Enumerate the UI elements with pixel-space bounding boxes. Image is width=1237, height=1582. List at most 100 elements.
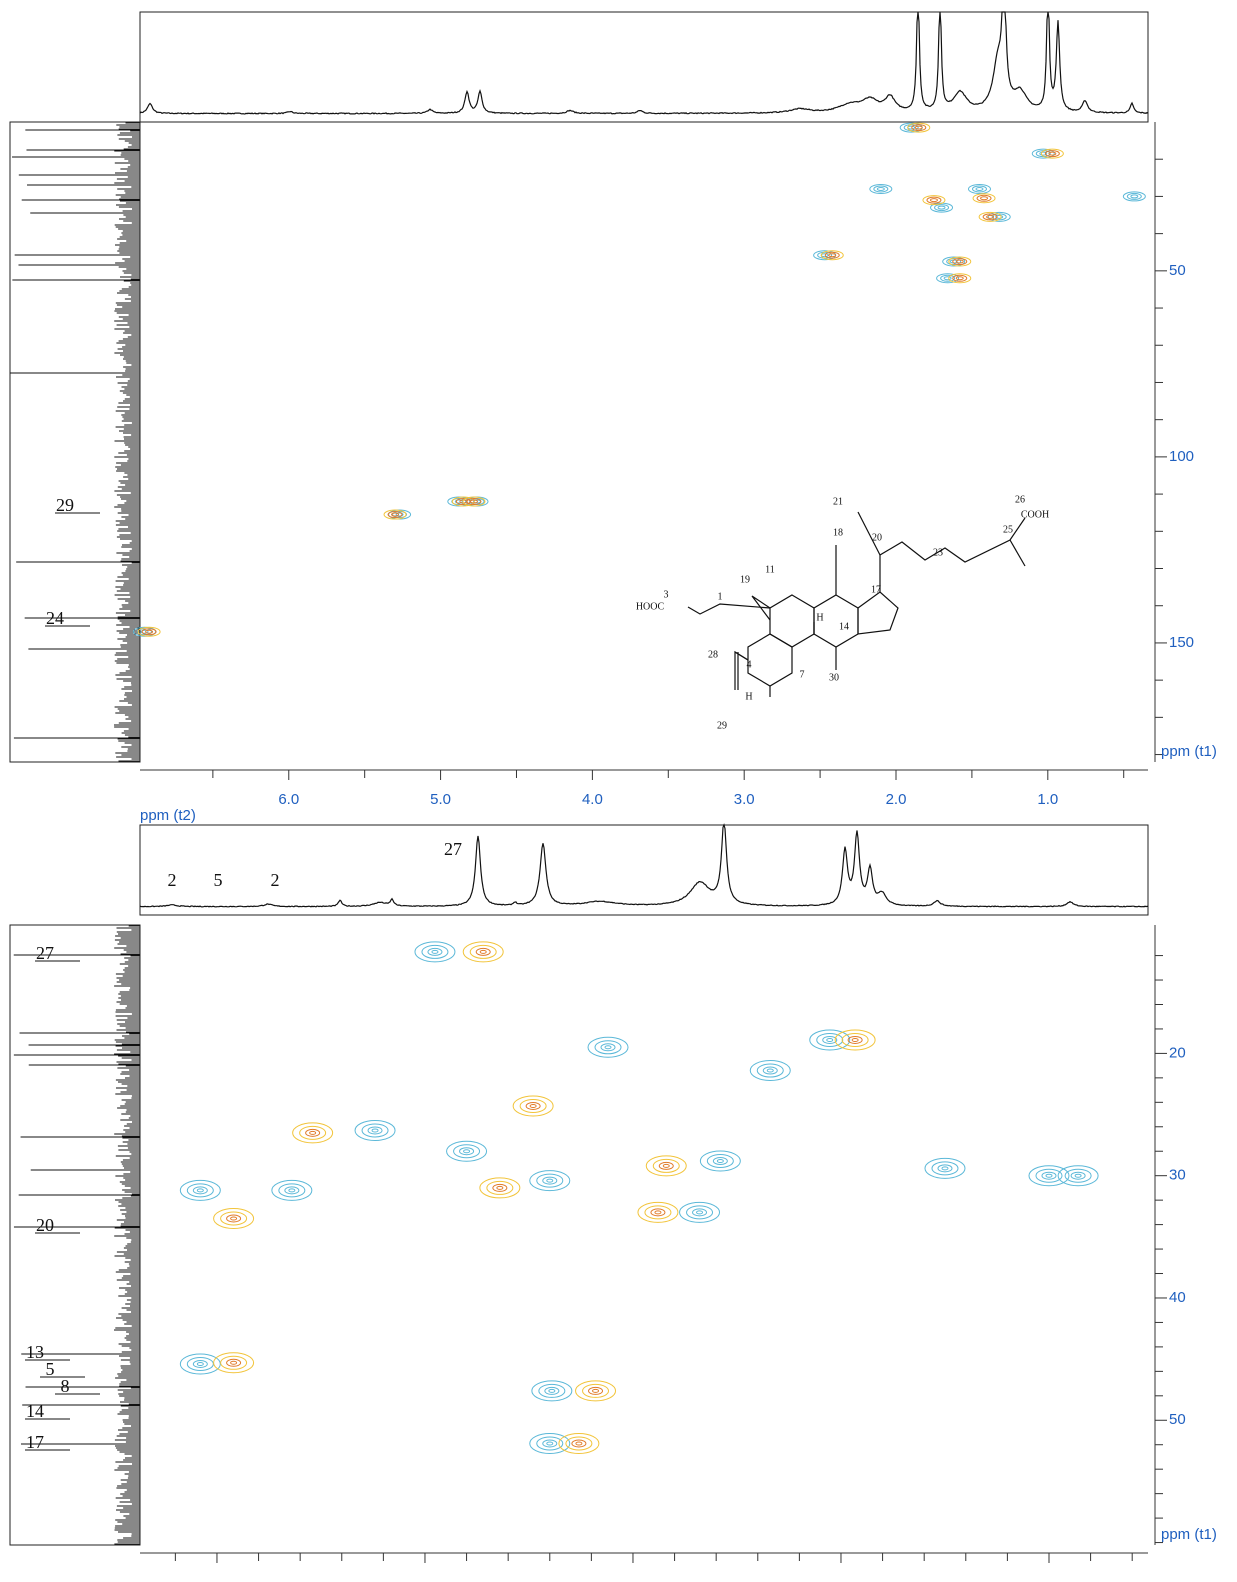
cross-peak: [512, 1095, 554, 1117]
structure-label: 20: [872, 532, 882, 543]
contour-level: [446, 1140, 488, 1162]
cross-peak: [575, 1380, 617, 1402]
contour-level: [1057, 1165, 1099, 1187]
contour-level: [538, 1383, 566, 1398]
cross-peak: [869, 183, 893, 194]
cross-peak: [749, 1060, 791, 1082]
cross-peak: [820, 250, 844, 261]
contour-level: [924, 1157, 966, 1179]
contour-level: [529, 1433, 571, 1455]
contour-level: [699, 1150, 741, 1172]
contour-level: [1039, 151, 1048, 156]
contour-level: [937, 1164, 953, 1173]
contour-level: [1130, 194, 1139, 199]
cross-peak: [587, 1036, 629, 1058]
contour-level: [492, 1183, 508, 1192]
cross-peak: [292, 1122, 334, 1144]
contour-level: [834, 1029, 876, 1051]
contour-level: [479, 949, 487, 954]
contour-level: [766, 1068, 774, 1073]
contour-level: [309, 1130, 317, 1135]
contour-level: [942, 256, 966, 267]
proton-projection: [139, 11, 1149, 115]
structure-label: 7: [800, 669, 805, 680]
contour-level: [230, 1360, 238, 1365]
contour-level: [955, 259, 964, 264]
side-frame: [9, 121, 141, 763]
contour-level: [604, 1045, 612, 1050]
x-tick-label: 5.0: [430, 791, 451, 808]
contour-level: [544, 1386, 560, 1395]
contour-level: [762, 1066, 778, 1075]
contour-level: [851, 1037, 859, 1042]
contour-level: [453, 1144, 481, 1159]
cross-peak: [1028, 1165, 1070, 1187]
contour-level: [948, 256, 972, 267]
y-tick-label: 150: [1169, 634, 1194, 651]
contour-level: [948, 273, 972, 284]
structure-label: 19: [740, 574, 750, 585]
cross-peak: [271, 1179, 313, 1201]
contour-level: [536, 1436, 564, 1451]
contour-level: [519, 1098, 547, 1113]
x-tick-label: 4.0: [582, 791, 603, 808]
contour-level: [371, 1128, 379, 1133]
contour-level: [952, 274, 968, 282]
cross-peak: [383, 509, 407, 520]
contour-level: [288, 1188, 296, 1193]
y-axis-label: ppm (t1): [1161, 743, 1217, 760]
contour-level: [427, 947, 443, 956]
contour-level: [137, 628, 153, 636]
contour-level: [824, 251, 840, 259]
contour-level: [817, 251, 833, 259]
contour-level: [696, 1210, 704, 1215]
contour-level: [809, 1029, 851, 1051]
contour-level: [361, 1123, 389, 1138]
projection-frame: [139, 11, 1149, 123]
contour-level: [967, 183, 991, 194]
contour-level: [536, 1173, 564, 1188]
contour-level: [582, 1383, 610, 1398]
contour-level: [692, 1208, 708, 1217]
contour-level: [903, 124, 919, 132]
cross-peak: [1040, 148, 1064, 159]
contour-level: [575, 1441, 583, 1446]
projection-frame: [139, 824, 1149, 916]
side-label: 29: [56, 495, 74, 515]
contour-level: [600, 1043, 616, 1052]
y-tick-label: 50: [1169, 1411, 1186, 1428]
contour-level: [479, 1177, 521, 1199]
contour-level: [987, 211, 1011, 222]
side-label: 14: [26, 1401, 44, 1421]
y-tick-label: 20: [1169, 1044, 1186, 1061]
contour-level: [192, 1186, 208, 1195]
cross-peak: [213, 1207, 255, 1229]
contour-level: [995, 214, 1004, 219]
structure: [687, 511, 1026, 697]
contour-level: [431, 949, 439, 954]
contour-level: [931, 1161, 959, 1176]
contour-level: [367, 1126, 383, 1135]
structure-label: 26: [1015, 494, 1025, 505]
cross-peak: [809, 1029, 851, 1051]
contour-level: [588, 1386, 604, 1395]
contour-level: [816, 1032, 844, 1047]
structure-label: HOOC: [636, 601, 665, 612]
cross-peak: [414, 941, 456, 963]
cross-peak: [645, 1155, 687, 1177]
contour-level: [451, 496, 475, 507]
cross-peak: [942, 256, 966, 267]
contour-level: [414, 941, 456, 963]
contour-level: [213, 1207, 255, 1229]
structure-label: H: [816, 612, 823, 623]
cross-peak: [558, 1433, 600, 1455]
cross-peak: [462, 496, 486, 507]
cross-peak: [972, 193, 996, 204]
contour-level: [946, 258, 962, 266]
contour-level: [299, 1125, 327, 1140]
contour-level: [907, 125, 916, 130]
x-axis-label: ppm (t2): [140, 807, 196, 824]
top-label: 5: [214, 870, 223, 890]
contour-level: [220, 1355, 248, 1370]
cross-peak: [699, 1150, 741, 1172]
